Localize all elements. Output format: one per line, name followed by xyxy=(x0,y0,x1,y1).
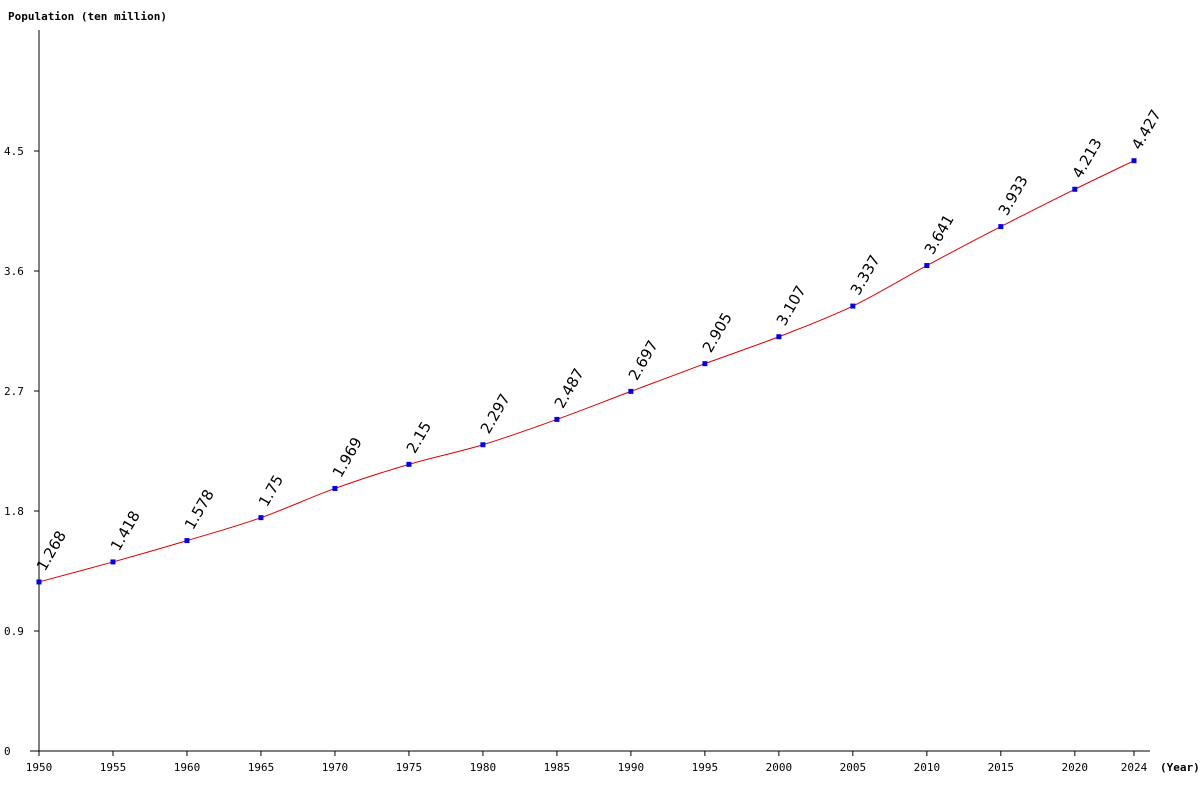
y-tick-label: 0.9 xyxy=(4,625,24,638)
x-tick-label: 2020 xyxy=(1062,761,1089,774)
data-label: 3.337 xyxy=(847,252,884,298)
x-tick-label: 1985 xyxy=(544,761,571,774)
data-point xyxy=(332,485,338,491)
y-tick-label: 3.6 xyxy=(4,265,24,278)
y-tick-label: 0 xyxy=(4,745,11,758)
data-point xyxy=(184,538,190,544)
x-tick-label: 1975 xyxy=(396,761,423,774)
data-labels: 1.268 1.418 1.578 1.75 1.969 2.15 2.297 2.487 2.… xyxy=(33,107,1165,574)
data-point xyxy=(36,579,42,585)
data-point xyxy=(1131,158,1137,164)
x-axis-ticks: 1950 1955 1960 1965 1970 1975 1980 1985 1990 1995… xyxy=(26,751,1148,774)
x-tick-label: 2000 xyxy=(766,761,793,774)
y-tick-label: 2.7 xyxy=(4,385,24,398)
data-point xyxy=(480,442,486,448)
data-label: 1.578 xyxy=(181,486,218,532)
data-point xyxy=(554,416,560,422)
x-tick-label: 2010 xyxy=(914,761,941,774)
data-point xyxy=(406,461,412,467)
x-tick-label: 1995 xyxy=(692,761,719,774)
data-point xyxy=(258,515,264,521)
x-tick-label: 2005 xyxy=(840,761,867,774)
x-tick-label: 1960 xyxy=(174,761,201,774)
data-label: 3.933 xyxy=(995,172,1032,218)
data-label: 2.487 xyxy=(551,365,588,411)
data-label: 2.297 xyxy=(477,391,514,437)
x-tick-label: 2024 xyxy=(1121,761,1148,774)
y-axis-ticks: 0 0.9 1.8 2.7 3.6 4.5 xyxy=(4,145,39,758)
x-axis-title: (Year) xyxy=(1160,761,1200,774)
data-label: 3.641 xyxy=(921,211,958,257)
data-label: 1.268 xyxy=(33,528,70,574)
data-point xyxy=(1072,186,1078,192)
data-point xyxy=(628,388,634,394)
data-point xyxy=(850,303,856,309)
x-tick-label: 1955 xyxy=(100,761,127,774)
x-tick-label: 1950 xyxy=(26,761,53,774)
x-tick-label: 1965 xyxy=(248,761,275,774)
data-point xyxy=(924,263,930,269)
data-label: 2.905 xyxy=(699,309,736,355)
series-line xyxy=(38,160,1135,583)
data-label: 2.15 xyxy=(403,418,435,456)
data-points xyxy=(36,158,1137,585)
x-tick-label: 1990 xyxy=(618,761,645,774)
x-tick-label: 2015 xyxy=(988,761,1015,774)
y-axis-title: Population (ten million) xyxy=(8,10,167,23)
data-label: 1.969 xyxy=(329,434,366,480)
data-label: 1.75 xyxy=(255,472,287,510)
data-point xyxy=(110,559,116,565)
y-tick-label: 4.5 xyxy=(4,145,24,158)
data-label: 4.427 xyxy=(1128,107,1165,153)
data-label: 1.418 xyxy=(107,508,144,554)
x-tick-label: 1980 xyxy=(470,761,497,774)
x-tick-label: 1970 xyxy=(322,761,349,774)
data-label: 4.213 xyxy=(1069,135,1106,181)
data-point xyxy=(998,224,1004,230)
data-label: 3.107 xyxy=(773,283,810,329)
data-point xyxy=(702,361,708,367)
y-tick-label: 1.8 xyxy=(4,505,24,518)
data-point xyxy=(776,334,782,340)
data-label: 2.697 xyxy=(625,337,662,383)
